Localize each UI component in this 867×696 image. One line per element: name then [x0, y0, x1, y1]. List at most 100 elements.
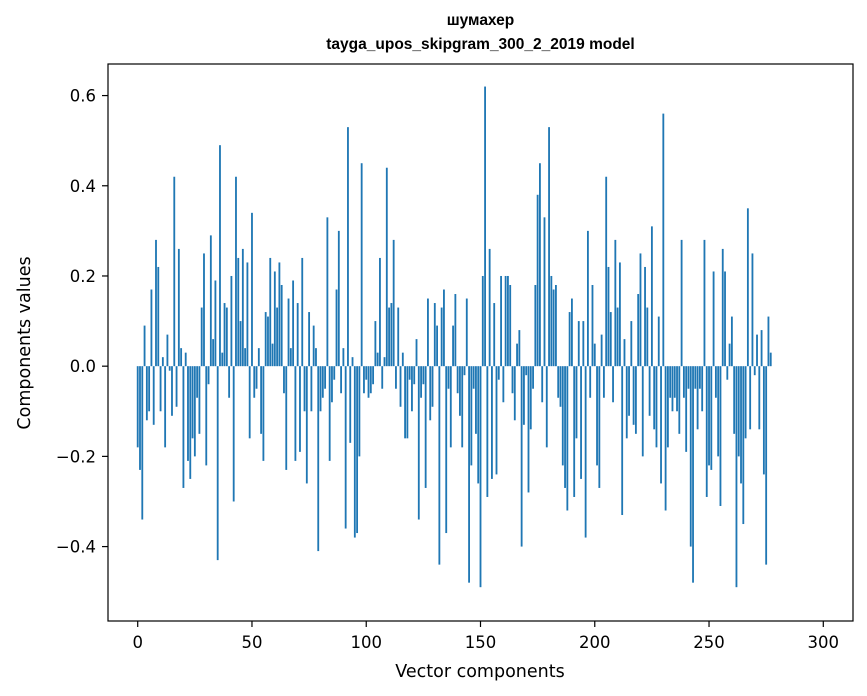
bar: [685, 366, 688, 452]
bar: [733, 366, 736, 434]
bar: [678, 366, 681, 434]
bar: [744, 366, 747, 439]
bar: [230, 275, 233, 367]
bar: [408, 366, 411, 380]
bar: [321, 366, 324, 398]
bar: [299, 366, 301, 452]
bar: [516, 343, 518, 367]
bar: [292, 280, 295, 367]
bar: [582, 321, 585, 367]
bar: [550, 275, 553, 367]
bar: [641, 366, 644, 457]
bar: [463, 366, 466, 376]
bar: [180, 348, 183, 367]
bar: [586, 230, 589, 367]
bar: [335, 289, 338, 367]
x-tick: 50: [241, 621, 262, 652]
x-tick: 0: [132, 621, 143, 652]
bar: [575, 366, 578, 439]
bar: [225, 307, 228, 367]
bar: [191, 366, 194, 439]
bar: [756, 334, 758, 367]
bar: [436, 325, 438, 367]
bar: [148, 366, 151, 412]
bar: [488, 248, 491, 367]
bar: [596, 366, 598, 466]
x-tick-label: 250: [693, 633, 725, 652]
bar: [168, 366, 171, 371]
bar: [353, 366, 356, 538]
bar: [150, 289, 153, 367]
bar: [379, 257, 381, 367]
bar: [223, 303, 226, 367]
bar: [360, 163, 363, 367]
bar: [310, 366, 313, 412]
bar: [559, 366, 562, 407]
bar: [511, 366, 514, 394]
bar: [267, 316, 269, 367]
bar: [209, 235, 212, 367]
bar: [452, 325, 454, 367]
bar: [356, 366, 359, 534]
bar: [303, 366, 306, 412]
bar: [591, 285, 594, 367]
bar: [159, 366, 162, 412]
bar: [443, 289, 445, 367]
y-tick: 0.0: [70, 357, 108, 376]
bar: [431, 366, 434, 407]
bar: [193, 366, 196, 457]
bar: [390, 303, 393, 367]
bar: [484, 86, 486, 367]
bar: [712, 271, 715, 367]
bar: [479, 366, 482, 588]
bar: [481, 275, 484, 367]
bar: [237, 257, 240, 367]
bar: [399, 366, 402, 407]
bar: [769, 352, 772, 367]
bar: [369, 366, 372, 394]
bar: [500, 275, 502, 367]
bar: [143, 325, 146, 367]
x-tick: 250: [693, 621, 725, 652]
bar: [271, 343, 274, 367]
bar: [301, 257, 304, 367]
bar: [612, 366, 614, 403]
bar: [207, 366, 210, 385]
bar: [673, 366, 676, 398]
bar: [639, 253, 642, 367]
bar: [315, 348, 317, 367]
bar: [737, 366, 740, 457]
bar: [189, 366, 192, 479]
bar: [287, 298, 290, 367]
bar: [406, 366, 409, 439]
bar: [289, 348, 292, 367]
bar: [646, 307, 649, 367]
bar: [507, 275, 509, 367]
x-tick: 300: [808, 621, 840, 652]
bar: [228, 366, 231, 398]
bar: [420, 366, 422, 398]
bar: [349, 366, 352, 443]
bar: [625, 366, 628, 439]
bar: [203, 253, 205, 367]
bar: [328, 366, 331, 461]
bar: [367, 366, 370, 398]
bar: [746, 208, 749, 367]
bar: [260, 366, 263, 434]
bar: [472, 366, 475, 389]
bar: [422, 366, 425, 385]
bar: [319, 366, 322, 412]
bar: [449, 366, 452, 448]
bar: [561, 366, 564, 466]
bar: [262, 366, 265, 461]
bar: [657, 316, 660, 367]
x-tick-label: 300: [808, 633, 840, 652]
bar: [475, 366, 477, 434]
y-tick-label: 0.6: [70, 87, 96, 106]
bar: [139, 366, 141, 470]
bar: [248, 366, 251, 439]
bar: [660, 366, 662, 484]
bar: [523, 366, 525, 425]
bar: [182, 366, 185, 488]
